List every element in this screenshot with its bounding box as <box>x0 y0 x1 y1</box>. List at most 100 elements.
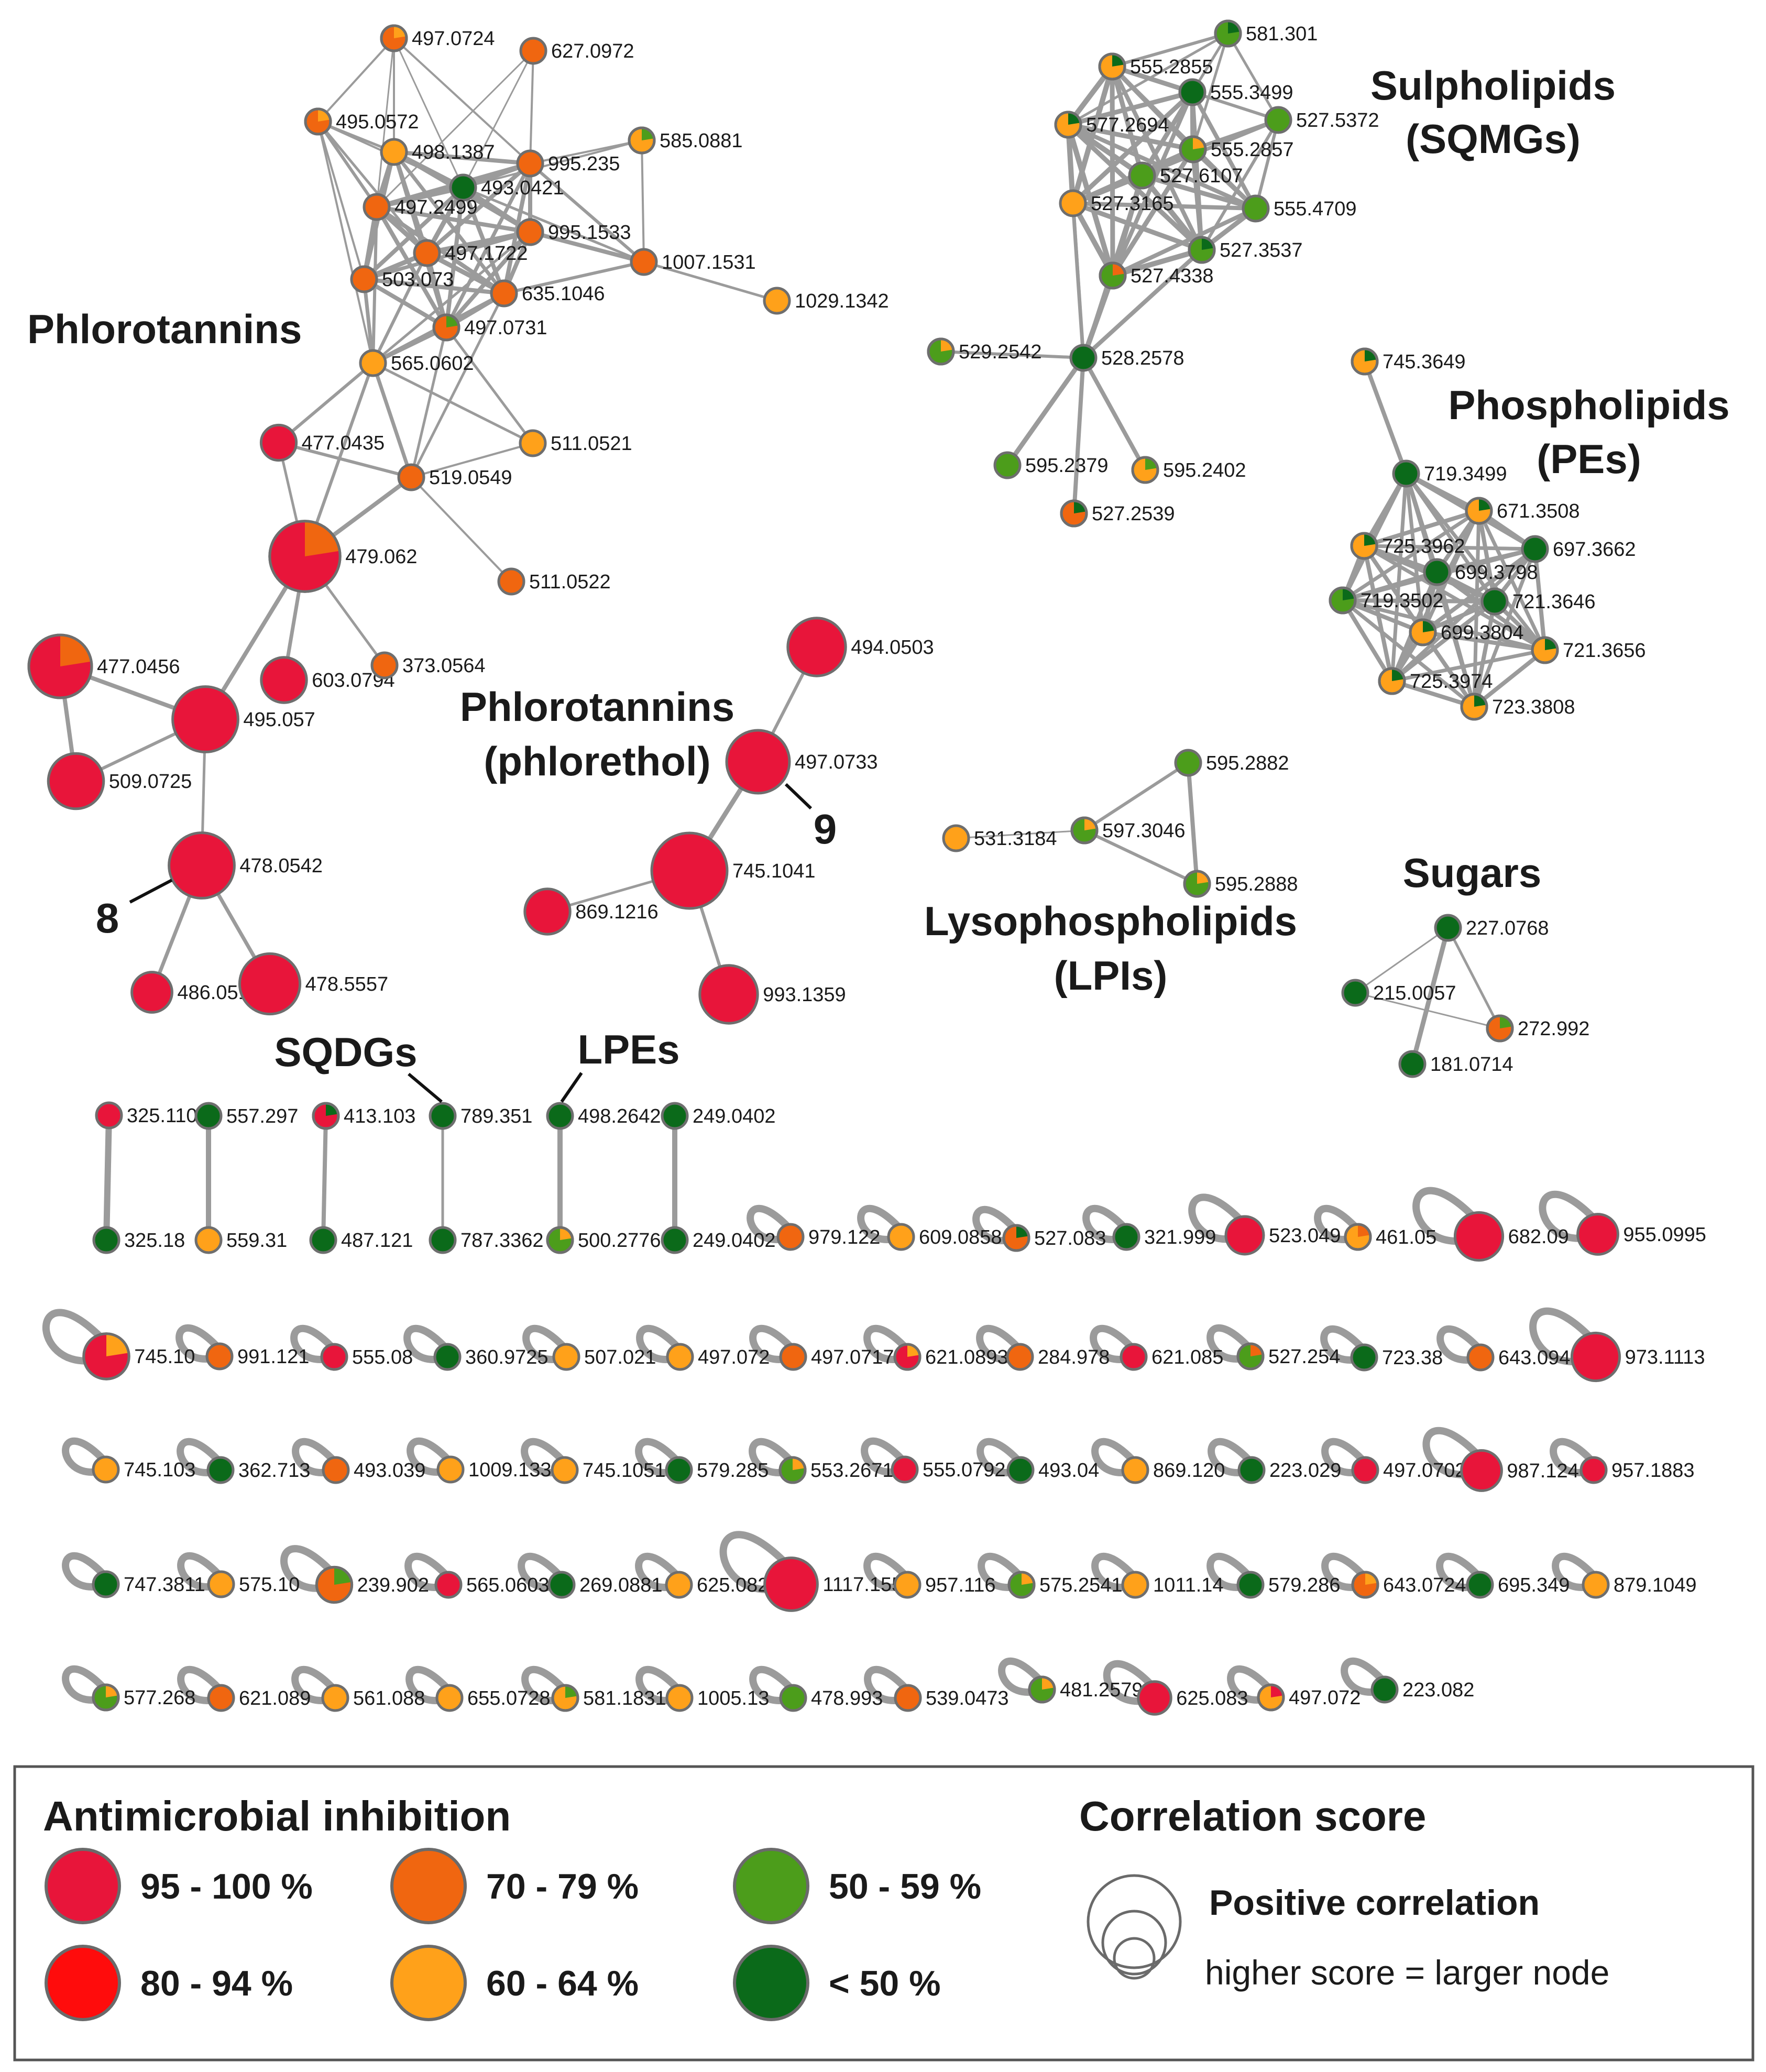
legend-item-3: 80 - 94 % <box>45 1945 293 2021</box>
node-s2: 609.0858 <box>887 1223 1002 1251</box>
node-v5: 581.1831 <box>551 1684 666 1712</box>
node-circle <box>1398 1050 1427 1078</box>
node-outline <box>304 107 332 136</box>
node-label: 497.2499 <box>394 196 478 218</box>
node-label: 477.0435 <box>302 432 385 454</box>
legend-swatch <box>390 1945 467 2021</box>
node-outline <box>893 1343 922 1371</box>
node-p6b: 249.0402 <box>661 1226 776 1254</box>
node-pie-slice <box>1016 1225 1029 1238</box>
node-t7: 553.2671 <box>778 1456 894 1484</box>
node-label: 993.1359 <box>763 984 846 1006</box>
node-label: 869.1216 <box>575 901 659 923</box>
node-outline <box>1486 1014 1514 1043</box>
node-circle <box>92 1570 120 1598</box>
self-loop-r14 <box>1529 1307 1592 1366</box>
node-p5b: 500.2776 <box>546 1226 661 1254</box>
node-label: 725.3974 <box>1410 671 1493 693</box>
node-circle <box>497 567 525 596</box>
group-label-g-phospho: Phospholipids <box>1448 382 1729 428</box>
node-label: 528.2578 <box>1101 347 1184 369</box>
node-pie-slice <box>793 1457 805 1470</box>
node-pie-slice <box>1113 263 1125 276</box>
node-circle <box>1570 1331 1621 1383</box>
node-outline <box>1409 618 1437 646</box>
node-label: 643.0943 <box>1498 1347 1582 1369</box>
node-label: 621.085 <box>1151 1346 1223 1368</box>
node-label: 527.3537 <box>1220 239 1303 261</box>
edge-n37-n43 <box>1190 90 1258 211</box>
edge-n2-n6 <box>529 50 534 165</box>
node-label: 585.0881 <box>660 130 743 152</box>
node-label: 503.073 <box>382 269 454 291</box>
node-label: 575.10 <box>239 1574 300 1596</box>
node-label: 1007.1531 <box>662 251 756 273</box>
node-label: 869.120 <box>1153 1460 1225 1482</box>
node-circle <box>380 138 408 166</box>
node-label: 987.1246 <box>1507 1460 1590 1482</box>
self-loop-t5 <box>521 1438 564 1476</box>
node-circle <box>786 617 847 677</box>
node-pie-slice <box>318 109 331 122</box>
node-label: 497.0724 <box>412 28 495 50</box>
self-loop-r13 <box>1436 1325 1479 1364</box>
legend-correlation-label: Positive correlation <box>1209 1883 1540 1923</box>
node-circle <box>1434 914 1462 942</box>
node-p4a: 789.351 <box>429 1102 532 1130</box>
self-loop-t9 <box>977 1438 1019 1476</box>
node-circle <box>519 37 547 65</box>
edge-n39-n47 <box>1067 123 1085 359</box>
self-loop-v3 <box>291 1665 334 1704</box>
node-circle <box>1392 459 1420 488</box>
node-n22: 477.0456 <box>27 633 180 699</box>
self-loop-u8 <box>863 1552 906 1591</box>
node-pie-slice <box>106 1685 118 1697</box>
node-outline <box>1329 586 1357 615</box>
node-label: 565.0602 <box>391 353 474 375</box>
edge-n15-n18 <box>445 326 534 445</box>
node-n45: 527.4338 <box>1099 261 1214 290</box>
annotation-a9: 9 <box>814 806 837 852</box>
node-label: 575.2541 <box>1039 1574 1123 1596</box>
node-label: 497.1722 <box>445 243 528 265</box>
self-loop-v11 <box>1227 1665 1270 1704</box>
edge-n61-n62 <box>1390 679 1476 709</box>
node-circle <box>429 1226 457 1254</box>
node-circle <box>891 1455 919 1484</box>
self-loop-edges <box>42 1187 1595 1705</box>
node-pie-slice <box>106 1333 129 1356</box>
self-loop-s4 <box>1082 1204 1125 1243</box>
node-label: 991.121 <box>237 1346 309 1368</box>
node-label: 621.0893 <box>925 1346 1008 1368</box>
node-label: 879.1049 <box>1614 1574 1697 1596</box>
node-label: 553.2671 <box>810 1460 894 1482</box>
node-n21: 511.0522 <box>497 567 611 596</box>
node-pie-slice <box>305 521 340 556</box>
node-u3: 239.902 <box>315 1565 429 1604</box>
node-label: 511.0522 <box>529 571 611 593</box>
edge-n19-n18 <box>410 442 534 478</box>
node-u10: 1011.14 <box>1121 1571 1224 1599</box>
node-circle <box>413 239 441 267</box>
node-circle <box>350 265 378 293</box>
node-label: 555.2857 <box>1211 139 1294 161</box>
node-circle <box>893 1571 922 1599</box>
node-circle <box>1121 1456 1149 1484</box>
node-outline <box>927 337 955 366</box>
node-circle <box>725 729 791 795</box>
node-n42: 527.3165 <box>1059 189 1174 217</box>
node-label: 527.4338 <box>1131 265 1214 287</box>
node-t13: 987.1246 <box>1460 1449 1590 1492</box>
node-label: 1011.14 <box>1153 1574 1224 1596</box>
node-label: 249.0402 <box>693 1230 776 1252</box>
node-outline <box>1028 1675 1056 1704</box>
node-n1: 497.0724 <box>380 24 495 52</box>
node-circle <box>1582 1571 1610 1599</box>
node-n66: 595.2888 <box>1183 870 1298 898</box>
node-label: 498.2642 <box>578 1105 661 1127</box>
node-pie-slice <box>941 339 953 352</box>
node-label: 625.083 <box>1176 1687 1248 1709</box>
node-circle <box>1351 1456 1379 1484</box>
edge-n44-n47 <box>1081 248 1204 360</box>
